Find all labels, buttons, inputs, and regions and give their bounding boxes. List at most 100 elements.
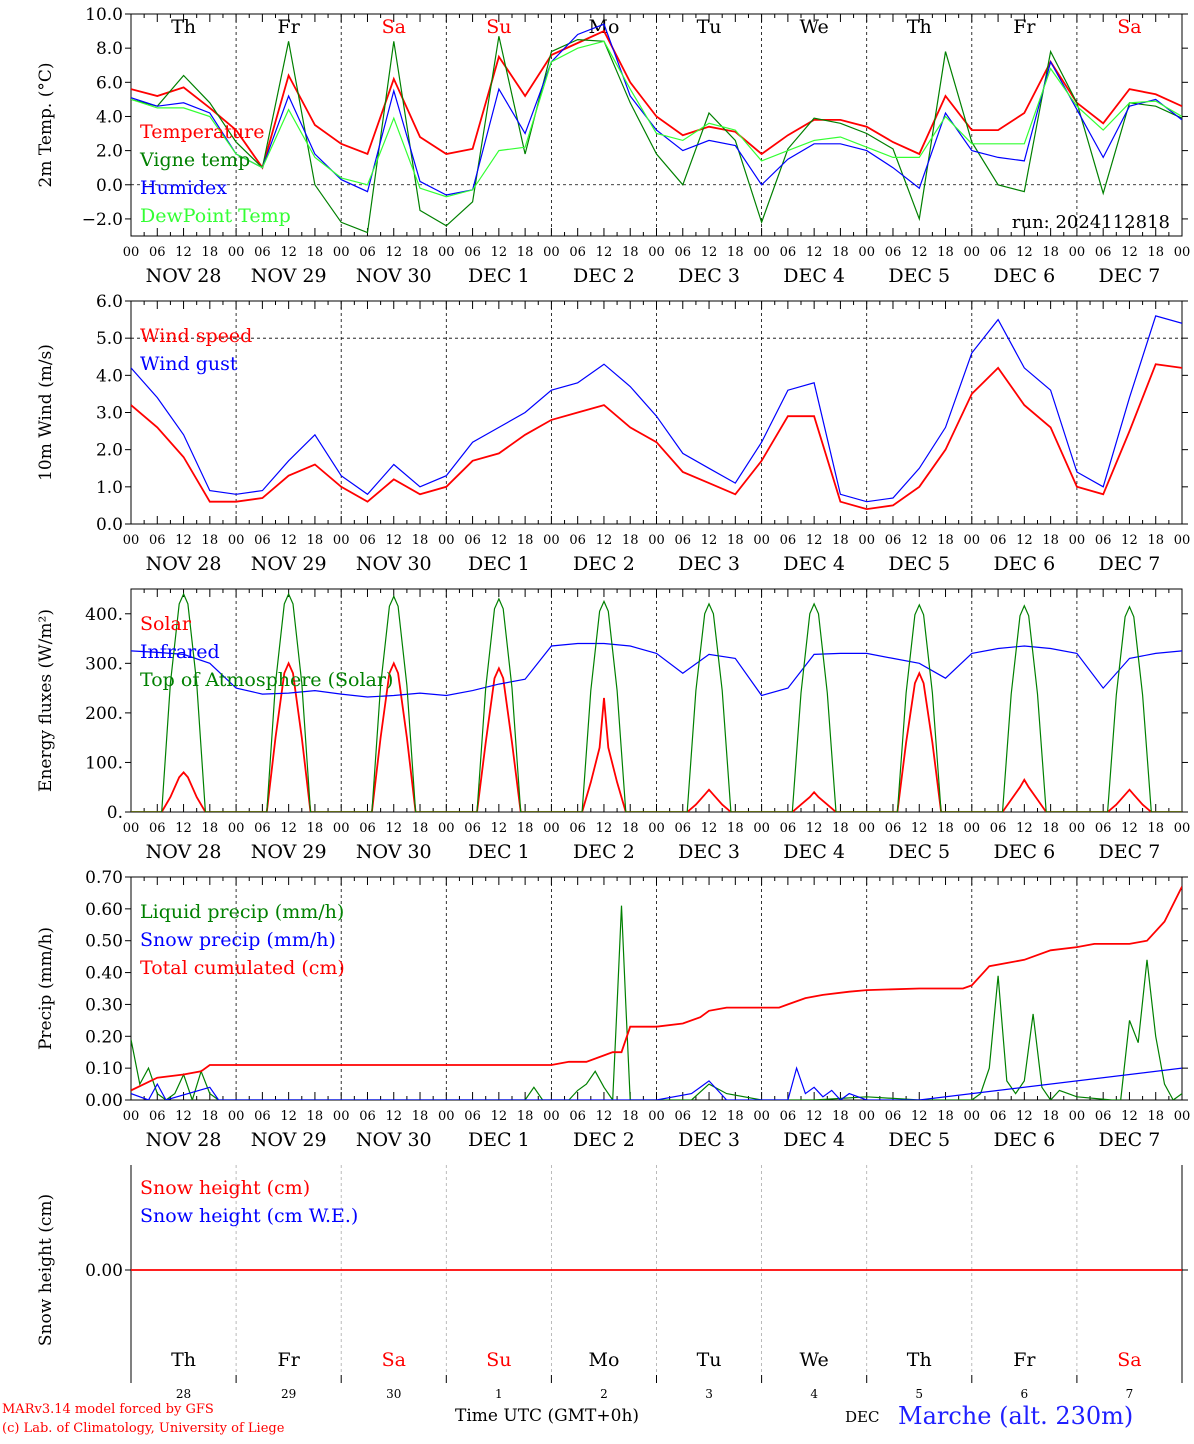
hour-tick-label: 00 [333,245,350,260]
hour-tick-label: 00 [438,533,455,548]
hour-tick-label: 18 [727,533,744,548]
hour-tick-label: 06 [464,821,481,836]
hour-tick-label: 00 [1069,245,1086,260]
hour-tick-label: 06 [254,1109,271,1124]
weekday-label: Sa [1117,16,1141,38]
hour-tick-label: 00 [438,1109,455,1124]
y-tick-label: 4.0 [96,107,123,127]
weekday-label: Tu [697,1349,722,1371]
y-tick-label: 0.70 [85,868,123,888]
legend-entry: Top of Atmosphere (Solar) [140,669,393,691]
hour-tick-label: 18 [937,533,954,548]
weekday-label: We [800,1349,829,1371]
hour-tick-label: 12 [596,1109,613,1124]
date-label: NOV 30 [356,841,432,863]
hour-tick-label: 12 [175,245,192,260]
hour-tick-label: 00 [858,821,875,836]
credit-model: MARv3.14 model forced by GFS [2,1402,214,1417]
hour-tick-label: 12 [175,821,192,836]
date-number: 1 [495,1387,503,1401]
hour-tick-label: 12 [701,1109,718,1124]
hour-tick-label: 18 [622,245,639,260]
hour-tick-label: 18 [832,533,849,548]
hour-tick-label: 18 [622,533,639,548]
date-number: 29 [281,1387,296,1401]
hour-tick-label: 18 [937,245,954,260]
weekday-label: Sa [382,16,406,38]
hour-tick-label: 06 [254,533,271,548]
hour-tick-label: 12 [911,245,928,260]
hour-tick-label: 18 [412,1109,429,1124]
hour-tick-label: 12 [280,245,297,260]
hour-tick-label: 12 [385,1109,402,1124]
hour-tick-label: 00 [543,821,560,836]
hour-tick-label: 12 [1121,533,1138,548]
date-number: 5 [915,1387,923,1401]
hour-tick-label: 12 [806,1109,823,1124]
date-label: NOV 29 [251,1129,327,1151]
date-label: DEC 5 [888,841,950,863]
series-line-wind-gust [131,315,1182,503]
date-label: DEC 7 [1099,841,1161,863]
hour-tick-label: 00 [228,1109,245,1124]
hour-tick-label: 18 [202,1109,219,1124]
hour-tick-label: 18 [622,1109,639,1124]
y-tick-label: 400. [85,605,123,625]
hour-tick-label: 18 [727,1109,744,1124]
hour-tick-label: 12 [911,1109,928,1124]
hour-tick-label: 18 [202,821,219,836]
y-tick-label: 0. [107,803,123,823]
date-label: DEC 5 [888,265,950,287]
legend-entry: Snow height (cm) [140,1177,310,1199]
hour-tick-label: 00 [964,1109,981,1124]
hour-tick-label: 18 [1147,1109,1164,1124]
series-line-infrared [131,642,1182,698]
legend-entry: Liquid precip (mm/h) [140,901,344,923]
panel-energy: 0. 100. 200. 300. 400. 00 06 12 18 NOV 28 00 06 12 18… [36,588,1191,863]
weekday-label: Th [907,16,932,38]
hour-tick-label: 18 [307,1109,324,1124]
hour-tick-label: 00 [228,533,245,548]
weekday-label: Sa [382,1349,406,1371]
hour-tick-label: 06 [675,1109,692,1124]
y-tick-label: 0.0 [96,176,123,196]
date-label: DEC 4 [783,553,845,575]
date-label: NOV 30 [356,553,432,575]
date-label: DEC 6 [993,265,1055,287]
hour-tick-label: 12 [491,533,508,548]
hour-tick-label: 06 [149,533,166,548]
hour-tick-label: 12 [596,821,613,836]
legend-entry: Humidex [140,177,227,199]
series-line-dewpoint-temp [131,40,1182,198]
panel-precip: 0.00 0.10 0.20 0.30 0.40 0.50 0.60 0.70 00 06 12 18… [36,868,1190,1151]
date-number: 28 [176,1387,191,1401]
hour-tick-label: 06 [780,1109,797,1124]
hour-tick-label: 06 [464,1109,481,1124]
series-line-humidex [131,23,1182,196]
hour-tick-label: 00 [1174,821,1191,836]
date-number: 7 [1126,1387,1134,1401]
hour-tick-label: 18 [517,1109,534,1124]
hour-tick-label: 00 [333,533,350,548]
date-label: DEC 6 [993,553,1055,575]
hour-tick-label: 06 [1095,245,1112,260]
hour-tick-label: 00 [1069,821,1086,836]
date-label: NOV 28 [146,1129,222,1151]
hour-tick-label: 00 [123,245,140,260]
y-tick-label: 0.20 [85,1027,123,1047]
hour-tick-label: 18 [1042,533,1059,548]
hour-tick-label: 00 [1069,1109,1086,1124]
hour-tick-label: 06 [464,533,481,548]
hour-tick-label: 00 [1174,245,1191,260]
hour-tick-label: 18 [832,821,849,836]
month-label: DEC [845,1408,880,1426]
hour-tick-label: 18 [727,245,744,260]
date-label: DEC 3 [678,553,740,575]
date-label: DEC 4 [783,841,845,863]
hour-tick-label: 18 [412,245,429,260]
hour-tick-label: 00 [543,1109,560,1124]
hour-tick-label: 12 [175,533,192,548]
hour-tick-label: 00 [543,245,560,260]
hour-tick-label: 18 [622,821,639,836]
